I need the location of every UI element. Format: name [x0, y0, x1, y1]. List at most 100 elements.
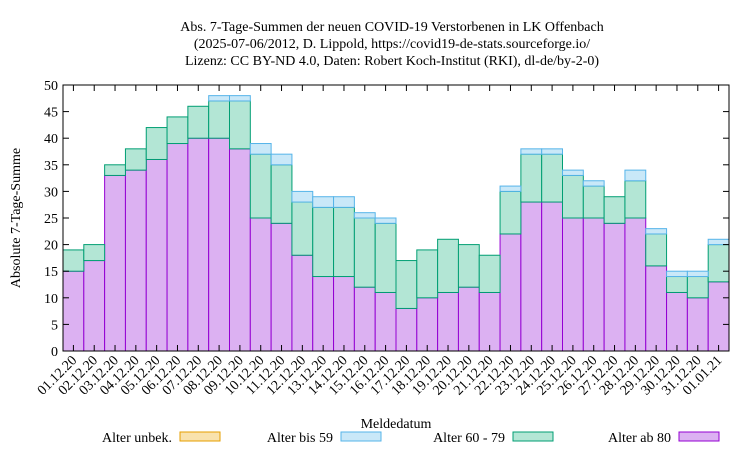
- bar-segment: [520, 148, 543, 155]
- bar-segment: [229, 148, 251, 352]
- legend-label: Alter unbek.: [102, 431, 172, 446]
- bar-segment: [520, 201, 543, 352]
- bar-segment: [291, 201, 314, 256]
- bar-segment: [686, 297, 709, 352]
- bar-segment: [416, 297, 439, 352]
- bar-segment: [104, 164, 126, 176]
- y-tick-label: 30: [44, 185, 58, 200]
- bar-segment: [62, 270, 85, 352]
- bar-segment: [270, 153, 293, 166]
- legend-label: Alter 60 - 79: [433, 431, 505, 446]
- chart-title-line-1: Abs. 7-Tage-Summen der neuen COVID-19 Ve…: [180, 20, 603, 35]
- bar-segment: [478, 254, 501, 293]
- bar-segment: [645, 233, 668, 267]
- bar-segment: [62, 249, 85, 272]
- bar-segment: [83, 244, 106, 262]
- bar-segment: [291, 190, 314, 203]
- bar-segment: [291, 254, 314, 352]
- chart-title-line-3: Lizenz: CC BY-ND 4.0, Daten: Robert Koch…: [185, 54, 599, 69]
- chart-title-line-2: (2025-07-06/2012, D. Lippold, https://co…: [194, 37, 590, 52]
- bar-segment: [395, 260, 418, 309]
- bar-segment: [124, 148, 147, 171]
- bar-segment: [374, 291, 397, 352]
- bar-segment: [249, 153, 272, 219]
- bar-segment: [707, 244, 730, 283]
- bar-segment: [603, 196, 626, 224]
- bar-segment: [437, 291, 459, 352]
- bar-segment: [374, 217, 397, 224]
- bar-segment: [707, 281, 730, 352]
- bar-segment: [229, 100, 251, 150]
- plot-frame: [62, 84, 730, 352]
- y-tick-label: 0: [51, 345, 58, 360]
- bar-segment: [457, 286, 480, 352]
- bar-segment: [645, 265, 668, 352]
- bar-segment: [582, 180, 605, 187]
- bar-segment: [562, 169, 584, 176]
- bar-segment: [416, 249, 439, 299]
- bar-segment: [166, 143, 189, 352]
- bar-segment: [83, 260, 106, 352]
- legend-label: Alter bis 59: [267, 431, 333, 446]
- bar-segment: [541, 153, 563, 203]
- y-tick-label: 5: [51, 318, 58, 333]
- bar-segment: [541, 201, 563, 352]
- bar-segment: [666, 276, 688, 293]
- bar-segment: [270, 164, 293, 224]
- bar-segment: [124, 169, 147, 352]
- bar-segment: [457, 244, 480, 288]
- bar-segment: [499, 233, 522, 352]
- bar-segment: [353, 286, 376, 352]
- bar-segment: [499, 185, 522, 192]
- bar-segment: [333, 196, 355, 208]
- bar-segment: [603, 222, 626, 352]
- bar-segment: [333, 206, 355, 278]
- x-axis-label: Meldedatum: [361, 417, 432, 432]
- bar-segment: [166, 116, 189, 145]
- bar-segment: [562, 174, 584, 219]
- bar-segment: [187, 137, 210, 352]
- bar-segment: [229, 95, 251, 102]
- bar-segment: [312, 276, 335, 352]
- bar-segment: [686, 276, 709, 299]
- bar-segment: [353, 217, 376, 288]
- legend-swatch: [678, 431, 720, 442]
- bar-segment: [208, 95, 230, 102]
- bar-segment: [249, 143, 272, 155]
- bar-segment: [374, 222, 397, 293]
- bar-segment: [249, 217, 272, 352]
- bar-segment: [208, 100, 230, 139]
- bar-segment: [707, 238, 730, 246]
- bar-segment: [624, 217, 647, 352]
- bar-segment: [686, 270, 709, 278]
- y-tick-label: 45: [44, 106, 58, 121]
- y-tick-label: 35: [44, 159, 58, 174]
- bar-segment: [582, 217, 605, 352]
- y-axis-label: Absolute 7-Tage-Summe: [9, 148, 24, 288]
- bar-layer: [62, 95, 730, 352]
- bar-segment: [104, 174, 126, 352]
- bar-segment: [437, 238, 459, 293]
- bar-segment: [624, 169, 647, 182]
- legend-swatch: [512, 431, 554, 442]
- bar-segment: [312, 196, 335, 208]
- bar-segment: [333, 276, 355, 352]
- y-tick-label: 25: [44, 212, 58, 227]
- bar-segment: [666, 291, 688, 352]
- bar-segment: [478, 291, 501, 352]
- legend: Alter unbek. Alter bis 59 Alter 60 - 79 Alt…: [102, 431, 720, 446]
- bar-segment: [208, 137, 230, 352]
- bar-segment: [270, 222, 293, 352]
- y-tick-label: 50: [44, 79, 58, 94]
- bar-segment: [395, 307, 418, 352]
- bar-segment: [645, 228, 668, 235]
- y-tick-label: 40: [44, 132, 58, 147]
- bar-segment: [520, 153, 543, 203]
- legend-swatch: [179, 431, 221, 442]
- bar-segment: [541, 148, 563, 155]
- legend-swatch: [340, 431, 382, 442]
- bar-segment: [145, 158, 168, 352]
- y-axis: 0 5 10 15 20 25 30 35 40 45 50: [44, 79, 729, 360]
- bar-segment: [624, 180, 647, 219]
